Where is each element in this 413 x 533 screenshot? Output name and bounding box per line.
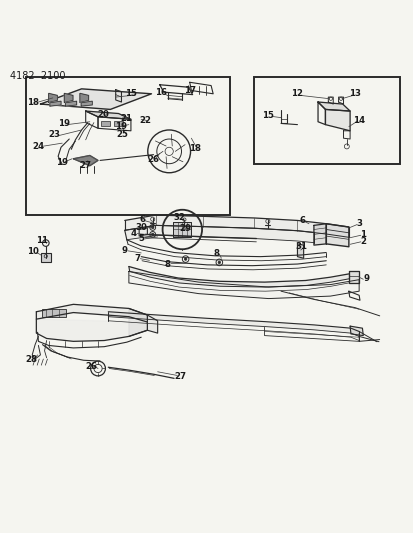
Polygon shape [80,93,88,102]
Bar [26,77,229,215]
Polygon shape [108,312,358,336]
Polygon shape [73,156,98,166]
Text: 4182  2100: 4182 2100 [9,71,65,81]
Circle shape [218,261,220,264]
Polygon shape [64,93,73,102]
Text: 30: 30 [135,222,147,231]
Text: 9: 9 [121,246,128,255]
Text: 22: 22 [139,116,151,125]
Polygon shape [297,244,303,259]
Polygon shape [124,215,348,237]
Text: 1: 1 [359,230,366,239]
Circle shape [184,258,186,260]
Text: 15: 15 [261,111,273,120]
Polygon shape [313,224,325,245]
Text: 7: 7 [134,254,140,263]
Text: 29: 29 [179,224,191,233]
Text: 15: 15 [125,90,137,98]
Text: 16: 16 [154,87,166,96]
Bar [173,222,191,237]
Text: 18: 18 [27,98,39,107]
Text: 27: 27 [174,372,186,381]
Text: 10: 10 [27,247,38,256]
Bar [101,120,110,126]
Polygon shape [349,326,362,336]
Text: 26: 26 [85,361,97,370]
Text: 28: 28 [25,355,37,364]
Polygon shape [65,101,76,106]
Text: 4: 4 [131,229,137,238]
Polygon shape [40,89,151,109]
Text: 25: 25 [116,130,128,139]
Polygon shape [128,266,348,287]
Text: 24: 24 [32,142,44,151]
Text: 8: 8 [164,260,171,269]
Text: 23: 23 [49,131,61,140]
Polygon shape [36,319,147,341]
Text: 19: 19 [114,122,126,131]
Text: 32: 32 [173,214,185,222]
Text: 6: 6 [299,216,305,225]
Text: 8: 8 [214,249,219,258]
Text: 11: 11 [36,236,47,245]
Polygon shape [85,111,131,119]
Bar [42,309,66,318]
Polygon shape [128,309,157,336]
Text: 17: 17 [183,86,195,95]
Polygon shape [325,224,348,247]
Polygon shape [348,271,358,283]
Polygon shape [317,102,349,111]
Text: 20: 20 [97,110,109,119]
Text: 12: 12 [291,90,303,98]
Bar [254,77,399,164]
Polygon shape [128,271,358,298]
Text: 3: 3 [355,219,361,228]
Text: 26: 26 [147,155,159,164]
Text: 27: 27 [79,161,92,170]
Text: 5: 5 [138,234,144,243]
Text: 6: 6 [139,215,145,224]
Polygon shape [81,101,92,106]
Circle shape [151,226,154,229]
Polygon shape [124,225,313,243]
Polygon shape [36,304,147,322]
Text: 19: 19 [58,119,70,128]
Text: 21: 21 [121,114,133,123]
Bar [41,253,51,262]
Polygon shape [50,101,61,106]
Text: 19: 19 [56,158,68,167]
Text: 13: 13 [348,90,360,98]
Polygon shape [325,109,349,131]
Text: 2: 2 [359,237,366,246]
Text: 31: 31 [295,243,307,251]
Polygon shape [49,93,57,102]
Circle shape [151,233,154,236]
Text: 14: 14 [352,116,364,125]
Bar [114,120,122,126]
Text: 18: 18 [188,143,200,152]
Text: 9: 9 [363,274,369,284]
